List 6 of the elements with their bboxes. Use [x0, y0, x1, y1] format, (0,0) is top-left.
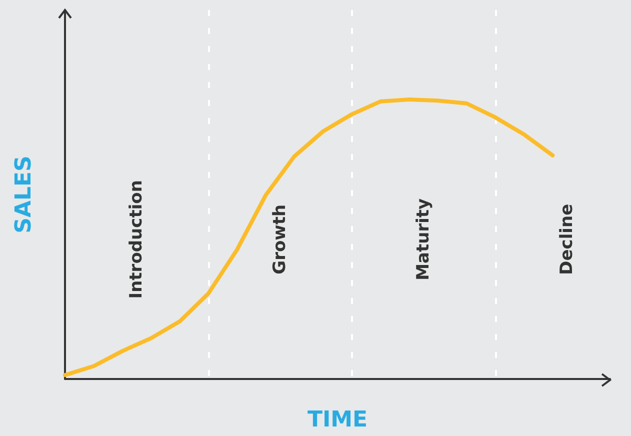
- annotation: Introduction: [126, 180, 147, 299]
- y-axis-title: SALES: [12, 156, 36, 234]
- annotation: Growth: [270, 204, 290, 274]
- annotation: Decline: [556, 204, 577, 275]
- annotation: Maturity: [414, 198, 434, 280]
- x-axis-title: TIME: [307, 408, 368, 432]
